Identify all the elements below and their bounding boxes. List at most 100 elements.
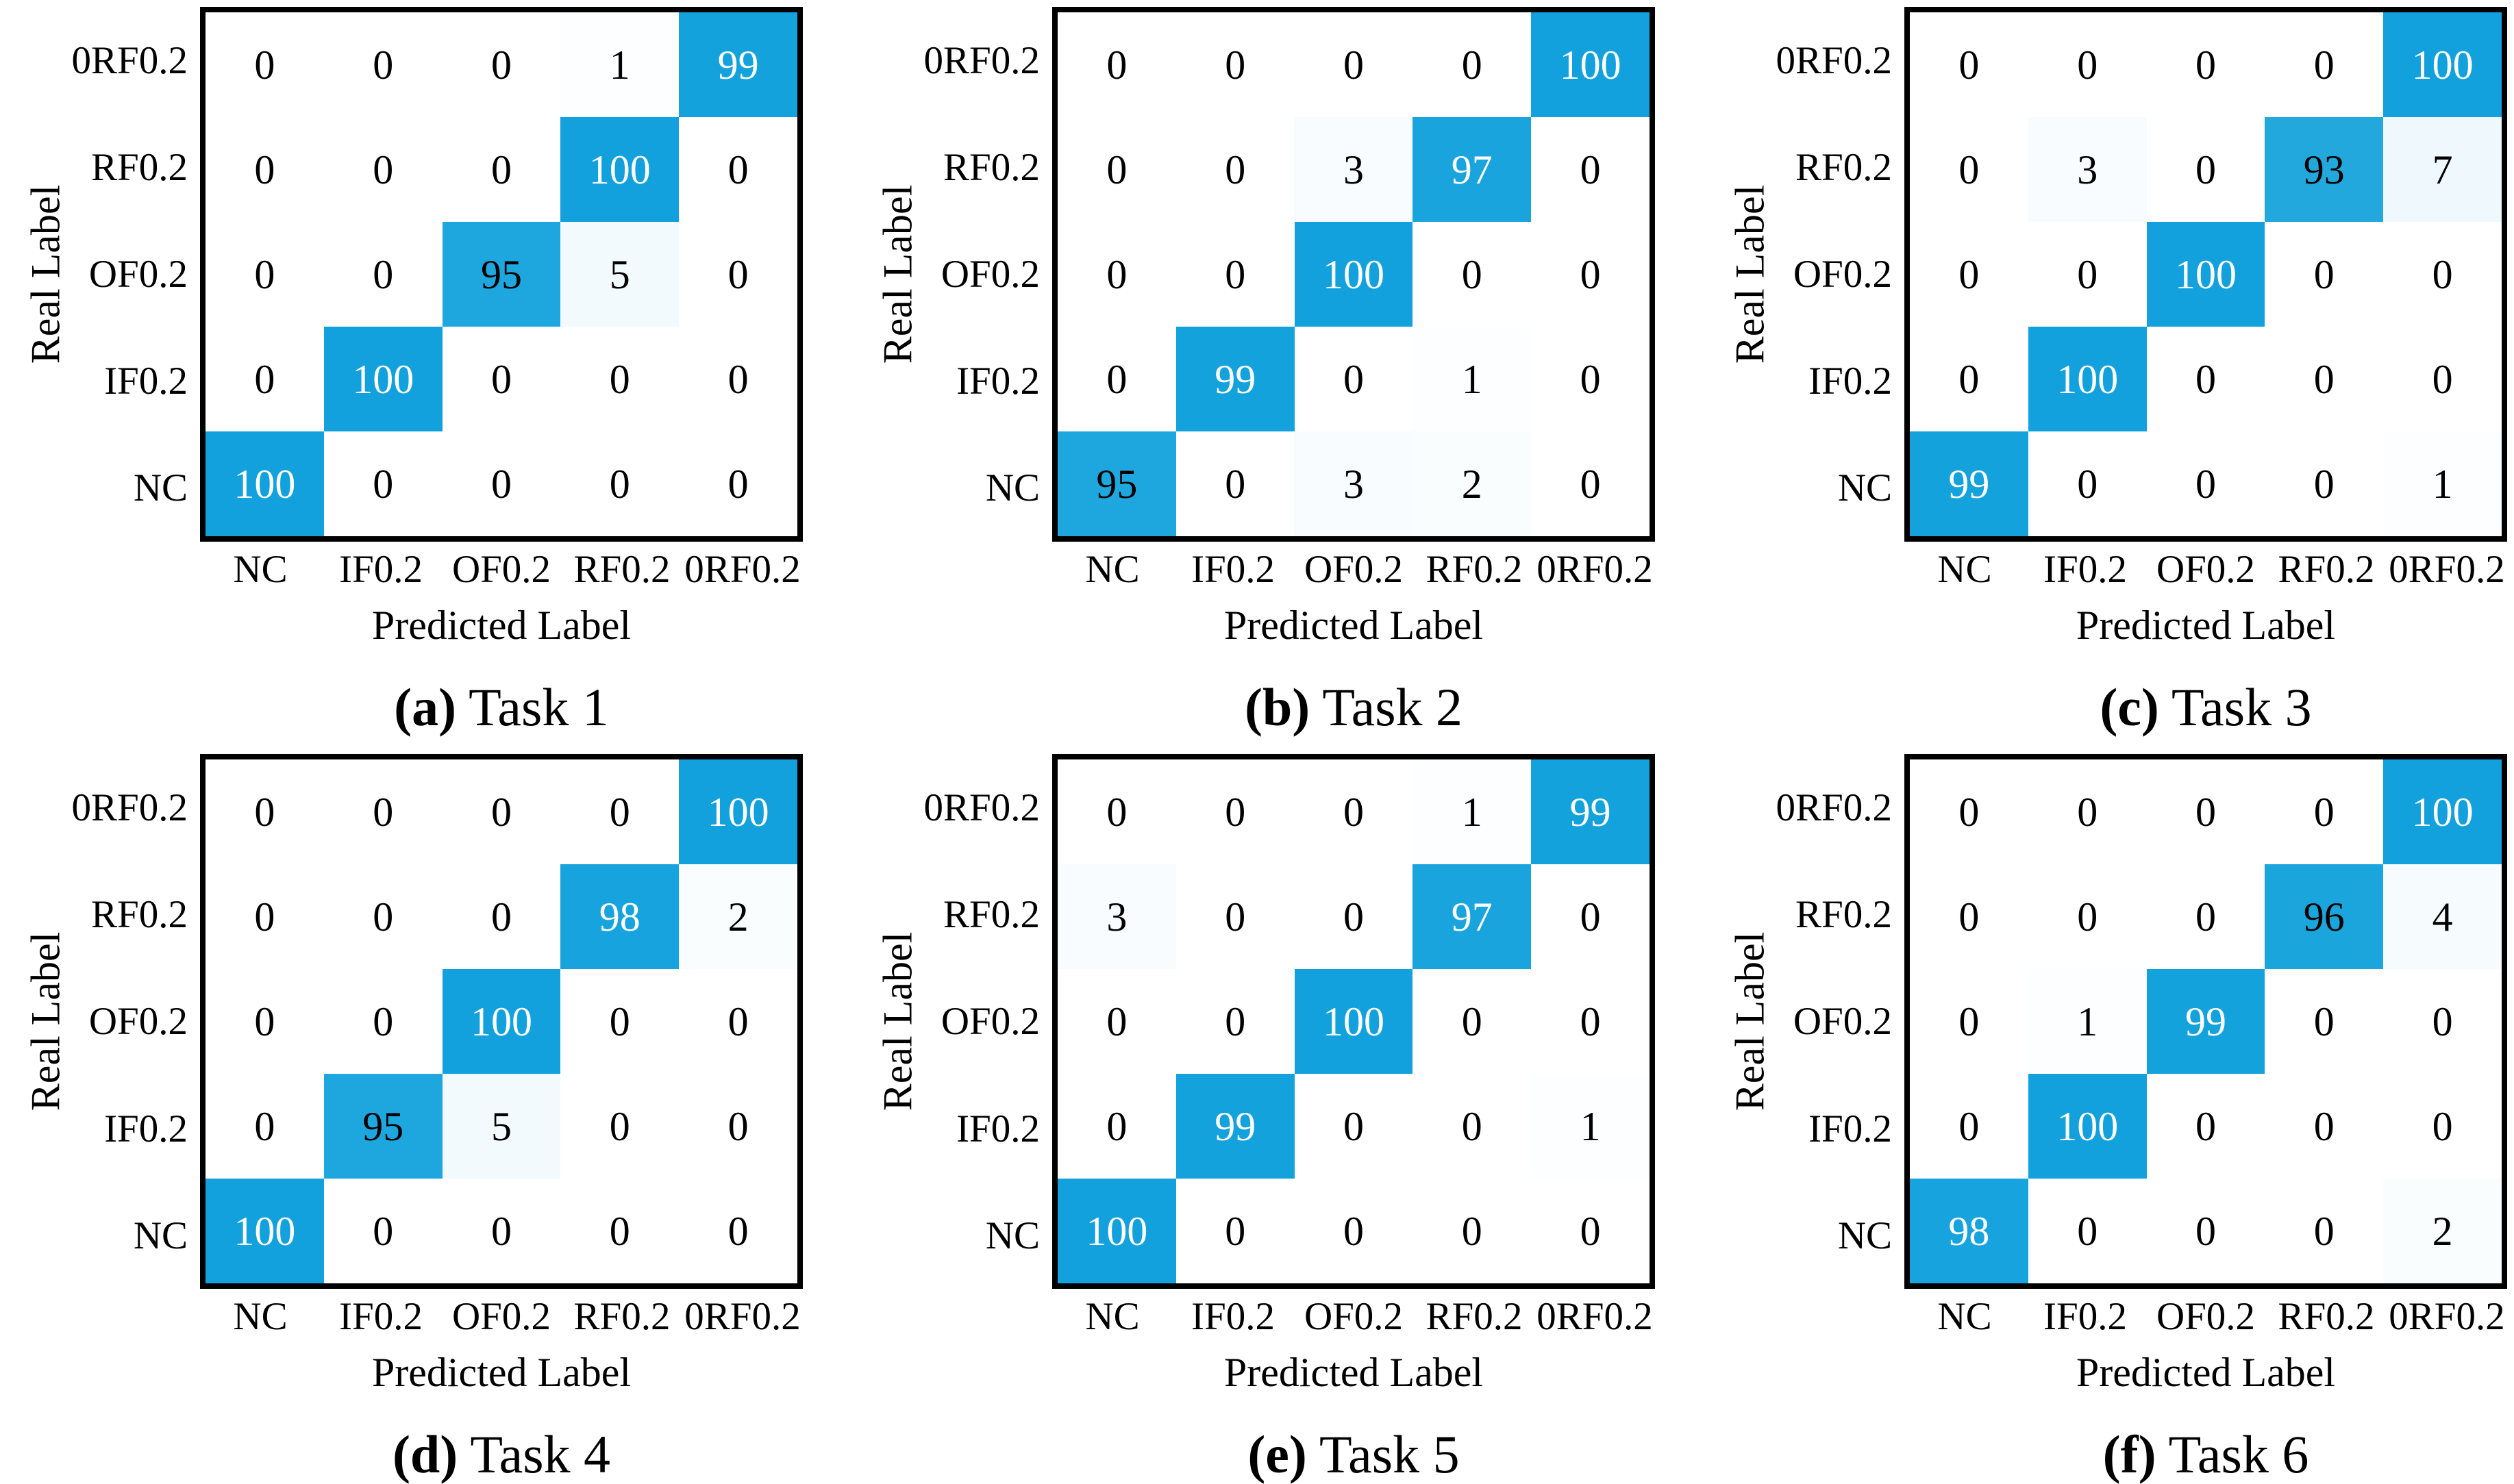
y-tick-label: IF0.2 [1808, 360, 1892, 403]
y-tick-labels: 0RF0.2 RF0.2 OF0.2 IF0.2 NC [1776, 754, 1904, 1289]
matrix-cell: 0 [1412, 1179, 1532, 1284]
matrix-cell: 0 [442, 327, 561, 431]
matrix-cell: 0 [1175, 12, 1295, 117]
panel-caption-letter: (b) [1244, 677, 1310, 737]
y-tick-label: IF0.2 [956, 360, 1040, 403]
matrix-cell: 0 [442, 759, 561, 865]
matrix-cell: 0 [1175, 864, 1295, 970]
matrix-cell: 0 [1175, 1179, 1295, 1284]
matrix-cell: 98 [1910, 1179, 2028, 1284]
matrix-cell: 0 [1531, 117, 1650, 222]
x-tick-label: OF0.2 [451, 1295, 551, 1339]
matrix-cell: 93 [2265, 117, 2384, 222]
x-tick-label: RF0.2 [1426, 1295, 1523, 1339]
matrix-cell: 0 [2028, 864, 2147, 970]
matrix-cell: 0 [1910, 117, 2028, 222]
matrix-cell: 0 [206, 327, 324, 431]
matrix-cell: 0 [1294, 759, 1413, 865]
y-axis-title-area: Real Label [1721, 754, 1780, 1289]
matrix-cell: 0 [1294, 864, 1413, 970]
y-tick-label: OF0.2 [1793, 253, 1892, 296]
panel-caption-title: Task 5 [1319, 1424, 1460, 1484]
y-tick-label: RF0.2 [91, 145, 188, 189]
panel-caption-letter: (a) [394, 677, 457, 737]
x-tick-label: IF0.2 [2043, 1295, 2127, 1339]
matrix-cell: 100 [206, 431, 324, 536]
y-tick-label: OF0.2 [1793, 1000, 1892, 1044]
matrix-cell: 0 [679, 1074, 797, 1179]
confusion-matrix-grid: 0 0 0 1 99 3 0 0 97 0 0 0 100 0 0 0 99 0 0 1 100 0 0 0 0 [1052, 754, 1655, 1290]
y-tick-label: RF0.2 [1795, 893, 1892, 937]
matrix-cell: 0 [1412, 12, 1532, 117]
matrix-cell: 100 [1294, 222, 1413, 327]
matrix-cell: 3 [1294, 117, 1413, 222]
matrix-cell: 0 [1175, 117, 1295, 222]
y-tick-label: 0RF0.2 [923, 38, 1040, 82]
matrix-cell: 1 [1412, 327, 1532, 431]
matrix-cell: 100 [442, 969, 561, 1074]
matrix-cell: 0 [206, 12, 324, 117]
matrix-cell: 0 [679, 117, 797, 222]
matrix-cell: 0 [1058, 222, 1176, 327]
matrix-cell: 1 [2383, 431, 2502, 536]
matrix-cell: 100 [2146, 222, 2265, 327]
panel-caption-title: Task 6 [2168, 1424, 2309, 1484]
panel-caption-letter: (c) [2100, 677, 2159, 737]
matrix-cell: 0 [1175, 969, 1295, 1074]
y-tick-label: RF0.2 [1795, 145, 1892, 189]
x-tick-label: NC [1085, 548, 1140, 591]
y-tick-label: OF0.2 [941, 1000, 1040, 1044]
matrix-cell: 0 [442, 1179, 561, 1284]
panel-caption-letter: (f) [2102, 1424, 2156, 1484]
x-tick-label: 0RF0.2 [684, 548, 801, 591]
y-tick-label: IF0.2 [956, 1107, 1040, 1150]
y-axis-title-area: Real Label [16, 754, 75, 1289]
y-tick-label: RF0.2 [91, 893, 188, 937]
x-tick-labels: NC IF0.2 OF0.2 RF0.2 0RF0.2 [1904, 548, 2507, 592]
matrix-column: 0 0 0 0 100 0 3 0 93 7 0 0 100 0 0 0 100 0 0 0 99 0 0 0 1 NC IF0.2… [1904, 7, 2507, 736]
matrix-cell: 0 [1531, 864, 1650, 970]
y-tick-label: NC [133, 1213, 188, 1257]
matrix-cell: 100 [2028, 1074, 2147, 1179]
y-tick-label: IF0.2 [104, 1107, 188, 1150]
matrix-cell: 2 [1412, 431, 1532, 536]
matrix-cell: 0 [1294, 12, 1413, 117]
matrix-cell: 4 [2383, 864, 2502, 970]
x-tick-label: OF0.2 [2156, 548, 2256, 591]
y-tick-label: RF0.2 [943, 893, 1040, 937]
matrix-cell: 100 [2028, 327, 2147, 431]
matrix-column: 0 0 0 0 100 0 0 3 97 0 0 0 100 0 0 0 99 0 1 0 95 0 3 2 0 NC IF0.2 O… [1052, 7, 1655, 736]
matrix-cell: 0 [560, 759, 680, 865]
matrix-cell: 0 [1058, 12, 1176, 117]
y-tick-labels: 0RF0.2 RF0.2 OF0.2 IF0.2 NC [924, 754, 1052, 1289]
y-axis-title-area: Real Label [869, 754, 928, 1289]
matrix-cell: 95 [1058, 431, 1176, 536]
y-tick-label: 0RF0.2 [1776, 786, 1892, 830]
matrix-cell: 99 [679, 12, 797, 117]
matrix-cell: 0 [1175, 222, 1295, 327]
matrix-cell: 0 [1294, 327, 1413, 431]
matrix-cell: 5 [442, 1074, 561, 1179]
confusion-matrix-panel-task-3: Real Label 0RF0.2 RF0.2 OF0.2 IF0.2 NC 0 0 0 0 100… [1721, 7, 2507, 736]
matrix-cell: 1 [2028, 969, 2147, 1074]
matrix-cell: 0 [1175, 431, 1295, 536]
x-tick-label: RF0.2 [2278, 1295, 2375, 1339]
matrix-cell: 0 [1412, 222, 1532, 327]
x-tick-label: IF0.2 [2043, 548, 2127, 591]
matrix-cell: 0 [1910, 1074, 2028, 1179]
matrix-cell: 0 [1531, 431, 1650, 536]
panels-row-top: Real Label 0RF0.2 RF0.2 OF0.2 IF0.2 NC 0 0 0 1 99 0… [16, 7, 2507, 736]
x-tick-label: RF0.2 [573, 1295, 671, 1339]
y-axis-title: Real Label [1727, 932, 1773, 1111]
confusion-matrix-panel-task-5: Real Label 0 RF0.2 RF0.2 OF0.2 IF0.2 NC 0 0 0 1 99 3… [869, 754, 1655, 1484]
panel-caption: (b) Task 2 [1052, 677, 1655, 737]
x-tick-label: IF0.2 [1191, 1295, 1275, 1339]
matrix-cell: 0 [323, 117, 443, 222]
y-tick-label: NC [985, 1213, 1040, 1257]
matrix-cell: 7 [2383, 117, 2502, 222]
matrix-cell: 0 [560, 431, 680, 536]
matrix-column: 0 0 0 0 100 0 0 0 96 4 0 1 99 0 0 0 100 0 0 0 98 0 0 0 2 NC IF0.2 O… [1904, 754, 2507, 1484]
matrix-cell: 0 [1531, 327, 1650, 431]
y-tick-label: RF0.2 [943, 145, 1040, 189]
